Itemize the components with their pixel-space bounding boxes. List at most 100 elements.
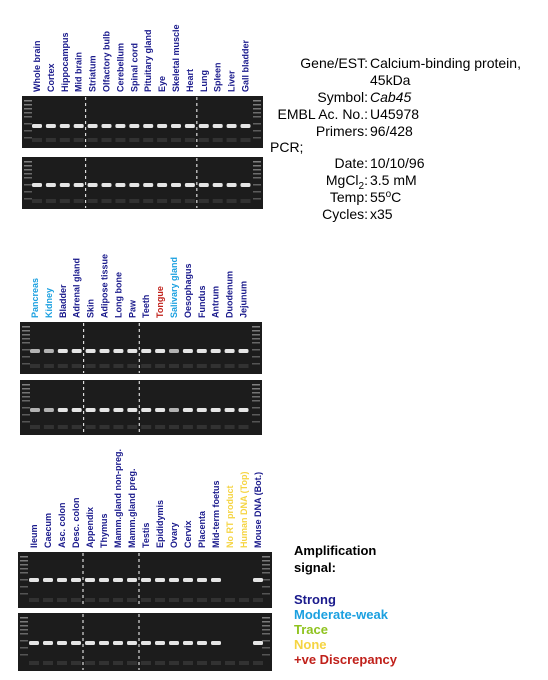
primer-smear	[87, 138, 98, 142]
lane-label: Ovary	[169, 522, 179, 548]
primer-smear	[171, 138, 181, 142]
info-value: x35	[370, 206, 393, 222]
primer-smear	[141, 425, 152, 429]
ladder-band	[262, 579, 270, 581]
primer-smear	[212, 199, 223, 203]
band	[43, 578, 53, 582]
band	[129, 183, 140, 187]
primer-smear	[239, 598, 249, 602]
band	[143, 183, 154, 187]
primer-smear	[115, 199, 126, 203]
ladder-band	[20, 560, 28, 562]
ladder-band	[20, 633, 28, 635]
ladder-band	[22, 334, 30, 336]
band	[182, 349, 193, 353]
info-key: MgCl	[326, 172, 359, 188]
primer-smear	[143, 138, 154, 142]
band	[226, 183, 237, 187]
band	[155, 578, 165, 582]
info-value: Cab45	[370, 89, 411, 105]
ladder-band	[20, 647, 28, 649]
band	[85, 349, 96, 353]
band	[240, 183, 251, 187]
primer-smear	[212, 138, 223, 142]
primer-smear	[198, 138, 209, 142]
lane-label: Jejunum	[239, 281, 249, 318]
primer-smear	[99, 425, 110, 429]
primer-smear	[57, 364, 68, 368]
subscript: 2	[359, 181, 365, 192]
band	[211, 641, 221, 645]
ladder-band	[24, 191, 32, 193]
primer-smear	[85, 598, 95, 602]
info-value: 10/10/96	[370, 155, 425, 171]
lane-label: No RT product	[225, 486, 235, 549]
lane-label: Antrum	[211, 286, 221, 318]
ladder-band	[20, 621, 28, 623]
info-key: Gene/EST:	[300, 55, 368, 71]
ladder-band	[262, 640, 270, 642]
primer-smear	[225, 598, 235, 602]
ladder-band	[20, 640, 28, 642]
band	[113, 408, 124, 412]
primer-smear	[57, 661, 67, 665]
ladder-band	[24, 123, 32, 125]
ladder-band	[22, 388, 30, 390]
band	[71, 349, 82, 353]
ladder-band	[22, 363, 30, 365]
lane-label: Ileum	[29, 524, 39, 548]
primer-smear	[184, 199, 195, 203]
lane-label: Cerebellum	[115, 43, 125, 92]
band	[29, 578, 39, 582]
lane-label: Epididymis	[155, 500, 165, 548]
band	[127, 641, 137, 645]
lane-label: Cortex	[46, 63, 56, 92]
band	[196, 349, 207, 353]
ladder-band	[262, 633, 270, 635]
primer-smear	[127, 661, 137, 665]
lane-label: Hippocampus	[60, 32, 70, 92]
band	[71, 641, 81, 645]
ladder-band	[262, 617, 270, 619]
ladder-band	[262, 593, 270, 595]
primer-smear	[197, 598, 207, 602]
ladder-band	[24, 100, 32, 102]
ladder-band	[24, 173, 32, 175]
lane-label: Salivary gland	[169, 257, 179, 318]
ladder-band	[253, 112, 261, 114]
lane-label: Mid brain	[74, 52, 84, 92]
primer-smear	[99, 364, 110, 368]
primer-smear	[210, 364, 221, 368]
ladder-band	[22, 421, 30, 423]
ladder-band	[22, 338, 30, 340]
band	[59, 124, 70, 128]
primer-smear	[210, 425, 221, 429]
band	[141, 578, 151, 582]
band	[182, 408, 193, 412]
primer-smear	[43, 598, 53, 602]
band	[155, 349, 166, 353]
info-key: MgCl2:	[326, 172, 368, 192]
primer-smear	[129, 199, 140, 203]
band	[71, 578, 81, 582]
lane-label: Human DNA (Top)	[239, 472, 249, 549]
band	[169, 641, 179, 645]
primer-smear	[73, 199, 84, 203]
band	[253, 578, 263, 582]
ladder-band	[252, 363, 260, 365]
ladder-band	[262, 647, 270, 649]
lane-label: Adrenal gland	[72, 258, 82, 318]
lane-label: Heart	[185, 69, 195, 92]
ladder-band	[253, 100, 261, 102]
primer-smear	[101, 199, 112, 203]
band	[101, 183, 112, 187]
primer-smear	[238, 364, 249, 368]
ladder-band	[253, 169, 261, 171]
ladder-band	[22, 407, 30, 409]
band	[127, 578, 137, 582]
info-value: 55	[370, 189, 386, 205]
info-key: Date:	[335, 155, 368, 171]
legend-item: Moderate-weak	[294, 607, 389, 622]
ladder-band	[20, 572, 28, 574]
ladder-band	[22, 384, 30, 386]
